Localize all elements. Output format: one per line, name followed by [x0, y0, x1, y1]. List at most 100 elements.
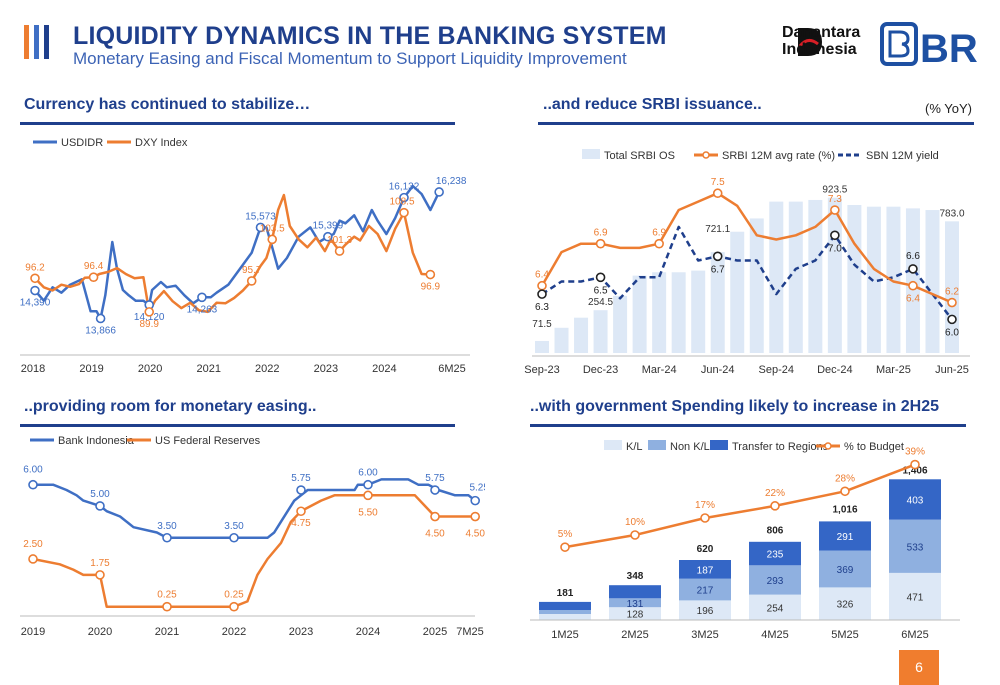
marker-us-fed [95, 570, 105, 580]
legend-non-kl-swatch [648, 440, 666, 450]
data-label-us-fed: 4.75 [291, 518, 311, 529]
data-label-usdidr: 13,866 [85, 325, 116, 336]
bar-total-label: 620 [697, 544, 714, 555]
bar-srbi-os [593, 310, 608, 353]
bar-srbi-os [905, 208, 920, 353]
marker-us-fed [430, 511, 440, 522]
data-label-srbi-rate: 6.4 [906, 294, 920, 305]
bar-segment-transfer [679, 560, 731, 579]
marker-bank-indonesia [95, 501, 105, 511]
legend-us-fed-label: US Federal Reserves [155, 435, 261, 447]
bar-segment-non-kl [749, 565, 801, 595]
data-label-sbn-yield: 6.7 [711, 264, 725, 275]
data-label-dxy: 101.3 [327, 235, 352, 246]
data-label-srbi-os: 783.0 [939, 208, 964, 219]
bar-segment-non-kl [679, 578, 731, 601]
x-tick-label: Jun-24 [701, 364, 735, 376]
legend-srbi-os-label: Total SRBI OS [604, 150, 675, 162]
marker-sbn-yield [712, 251, 723, 262]
data-label-dxy: 89.9 [139, 319, 159, 330]
data-label-sbn-yield: 6.3 [535, 302, 549, 313]
marker-us-fed [28, 554, 38, 564]
marker-usdidr-1 [95, 313, 106, 324]
marker-dxy-14 [399, 207, 409, 218]
section-divider-currency [20, 122, 455, 125]
x-tick-label: 2022 [222, 626, 246, 638]
section-title-currency: Currency has continued to stabilize… [24, 96, 311, 113]
marker-dxy-15 [425, 269, 436, 280]
bar-srbi-os [691, 270, 706, 353]
marker-usdidr-0 [30, 285, 40, 296]
x-tick-label: 2024 [356, 626, 380, 638]
data-label-pct-budget: 10% [625, 517, 645, 528]
page-title: LIQUIDITY DYNAMICS IN THE BANKING SYSTEM [73, 22, 667, 50]
marker-dxy-8 [30, 273, 40, 284]
marker-pct-budget [630, 530, 640, 540]
marker-srbi-rate [830, 205, 840, 215]
danantara-logo-text-1: Danantara [782, 24, 861, 41]
x-tick-label: 2018 [21, 363, 45, 375]
x-tick-label: 6M25 [438, 363, 466, 375]
legend-srbi-rate-marker [702, 151, 710, 159]
data-label-us-fed: 4.50 [465, 529, 485, 540]
bar-total-label: 1,016 [832, 504, 857, 515]
marker-usdidr-4 [255, 222, 266, 233]
x-tick-label: 2023 [289, 626, 313, 638]
data-label-srbi-os: 254.5 [588, 297, 613, 308]
bar-srbi-os [652, 272, 667, 353]
x-tick-label: 1M25 [551, 629, 579, 641]
x-tick-label: 2019 [79, 363, 103, 375]
marker-pct-budget [910, 459, 920, 470]
data-label-sbn-yield: 6.0 [945, 327, 959, 338]
x-tick-label: 6M25 [901, 629, 929, 641]
bar-srbi-os [671, 272, 686, 353]
data-label-dxy: 96.4 [84, 261, 104, 272]
data-label-usdidr: 14,120 [134, 312, 165, 323]
bar-segment-transfer [889, 479, 941, 520]
data-label-srbi-rate: 7.5 [711, 177, 725, 188]
marker-dxy-9 [88, 272, 99, 282]
data-label-srbi-os: 71.5 [532, 319, 552, 330]
marker-us-fed [229, 601, 239, 612]
x-tick-label: 2023 [314, 363, 338, 375]
bar-segment-kl [819, 587, 871, 620]
segment-label-non-kl: 217 [697, 586, 714, 597]
data-label-usdidr: 16,132 [389, 182, 420, 193]
bar-segment-kl [889, 572, 941, 620]
legend-pct-budget-label: % to Budget [844, 441, 904, 453]
marker-usdidr-6 [399, 192, 409, 203]
marker-bank-indonesia [296, 485, 306, 495]
data-label-us-fed: 0.25 [224, 590, 244, 601]
spending-chart: K/L Non K/L Transfer to Regions % to Budget… [530, 440, 960, 641]
data-label-pct-budget: 28% [835, 473, 855, 484]
marker-srbi-rate [595, 238, 606, 249]
legend-transfer-label: Transfer to Regions [732, 441, 829, 453]
marker-pct-budget [700, 513, 710, 523]
data-label-pct-budget: 39% [905, 447, 925, 458]
data-label-sbn-yield: 6.6 [906, 251, 920, 262]
bar-segment-non-kl [819, 550, 871, 588]
bar-segment-non-kl [609, 598, 661, 608]
data-label-dxy: 96.9 [421, 282, 441, 293]
page-number: 6 [899, 650, 939, 685]
bar-srbi-os [749, 218, 764, 353]
marker-us-fed [363, 490, 373, 501]
bar-srbi-os [925, 210, 940, 353]
section-divider-spending [530, 424, 966, 427]
bar-segment-kl [679, 600, 731, 620]
bar-segment-non-kl [889, 519, 941, 573]
bar-segment-transfer [749, 541, 801, 566]
section-title-spending: ..with government Spending likely to inc… [530, 398, 939, 415]
x-tick-label: 7M25 [456, 626, 484, 638]
data-label-srbi-rate: 6.9 [652, 228, 666, 239]
marker-srbi-rate [654, 238, 664, 249]
segment-label-kl: 326 [837, 600, 854, 611]
segment-label-non-kl: 533 [907, 542, 924, 553]
data-label-srbi-rate: 6.4 [535, 270, 549, 281]
marker-sbn-yield [830, 230, 840, 241]
x-tick-label: Dec-23 [583, 364, 618, 376]
x-tick-label: 2M25 [621, 629, 649, 641]
legend-transfer-swatch [710, 440, 728, 450]
bar-srbi-os [847, 205, 862, 353]
bar-srbi-os [769, 201, 784, 353]
